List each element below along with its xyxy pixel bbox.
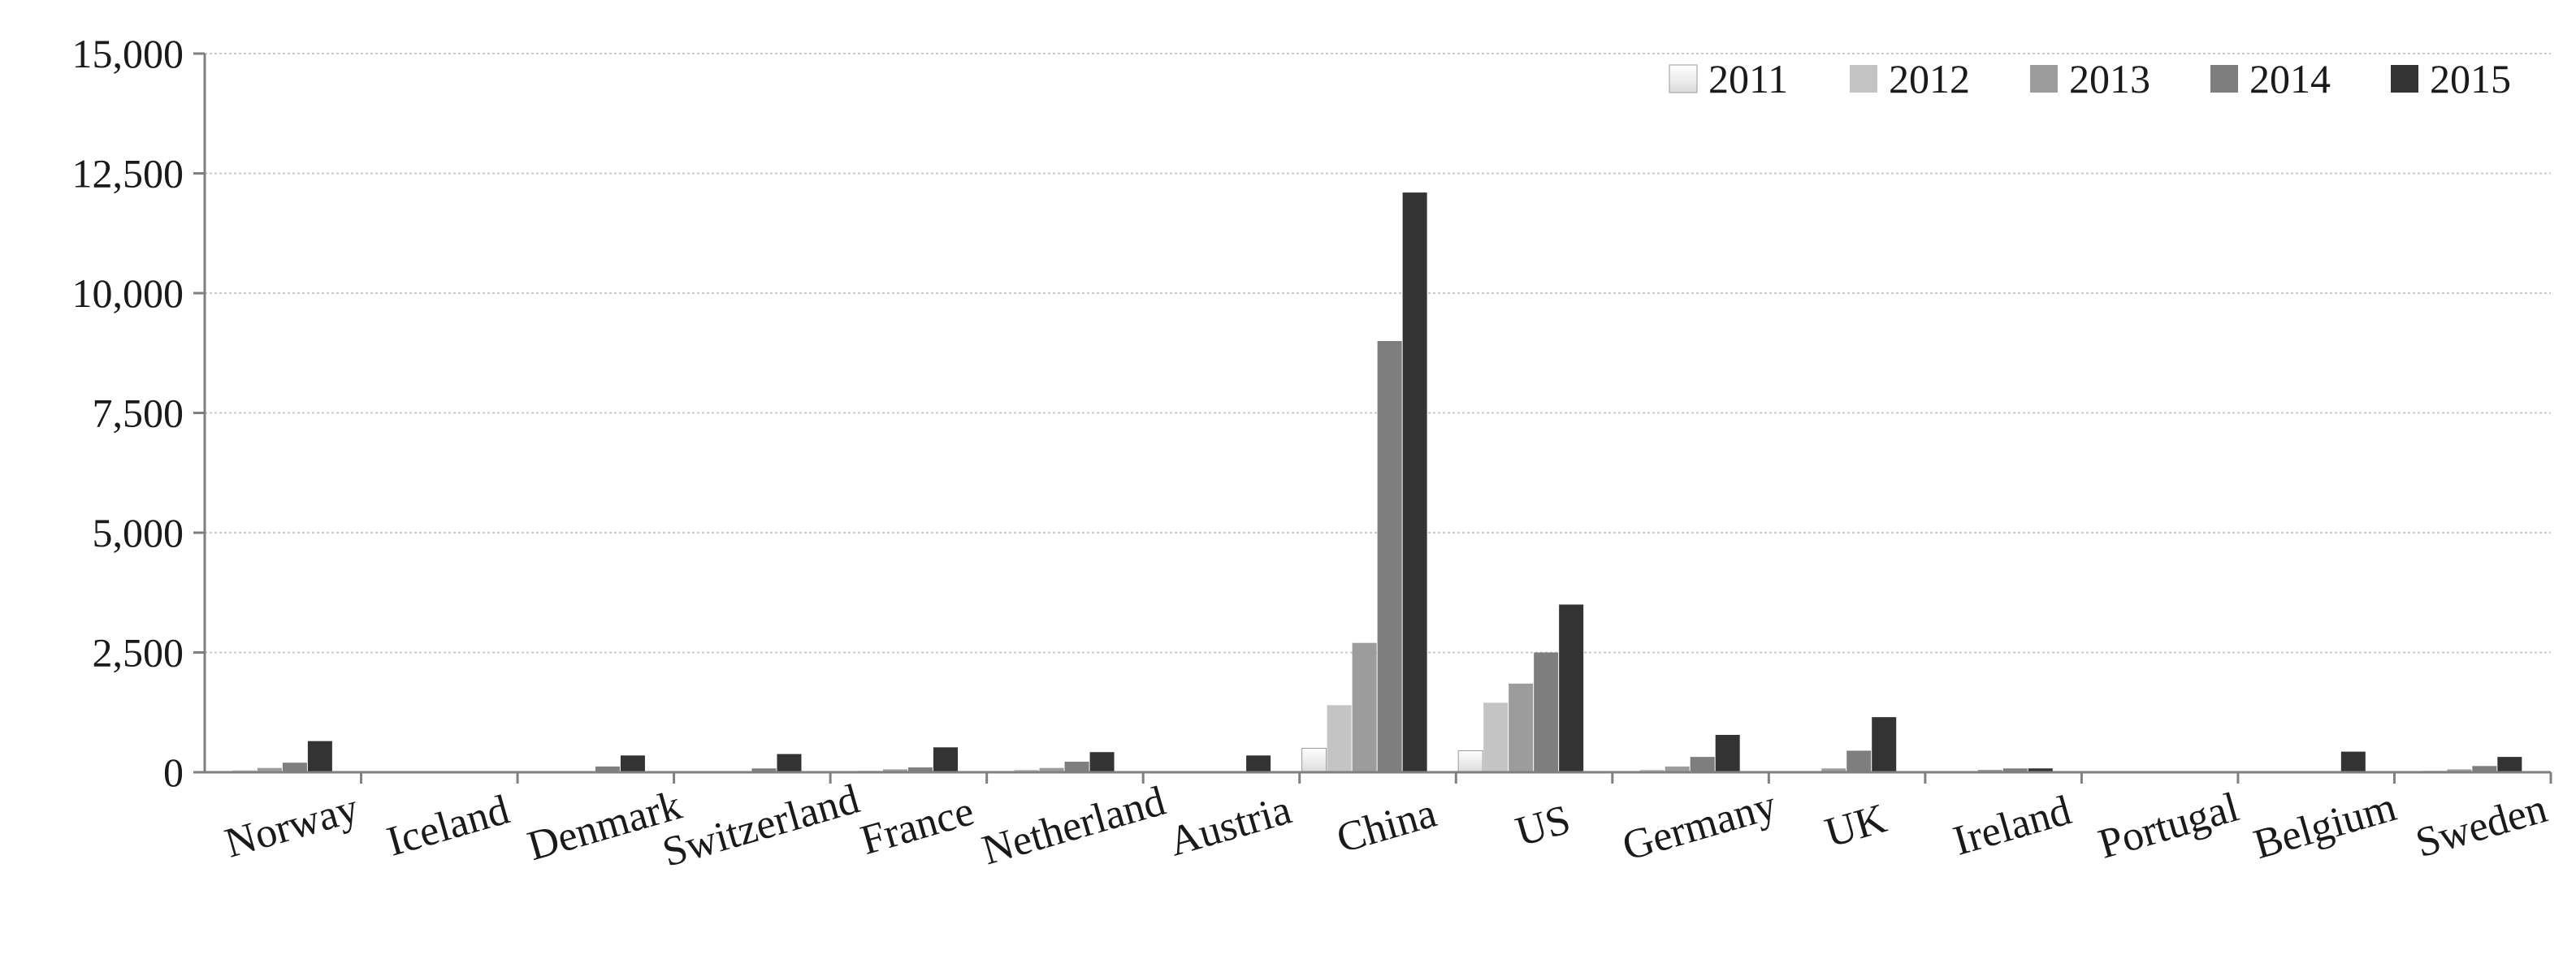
legend-swatch-2011 [1669,64,1698,93]
y-tick-label: 10,000 [72,270,184,316]
x-tick-label: US [1511,797,1576,856]
x-tick-label: Netherland [977,778,1171,874]
legend-swatch-2015 [2391,65,2418,93]
bar-netherland-2013 [1039,767,1064,772]
legend-swatch-2012 [1850,65,1877,93]
x-tick-label: Ireland [1948,787,2076,864]
bar-denmark-2014 [595,766,620,772]
bar-switzerland-2014 [751,768,777,772]
x-tick-label: Austria [1164,787,1297,866]
y-tick-label: 12,500 [72,151,184,197]
bar-china-2015 [1402,192,1427,773]
y-tick-label: 0 [163,750,184,795]
bar-sweden-2015 [2497,757,2522,772]
bar-us-2015 [1559,604,1584,772]
y-tick-label: 5,000 [93,510,184,555]
bar-us-2012 [1483,702,1509,772]
bar-france-2014 [908,767,933,772]
bar-uk-2013 [1821,768,1846,772]
x-tick-label: Iceland [382,787,514,866]
bar-austria-2015 [1246,755,1271,772]
bar-denmark-2015 [620,755,645,772]
bar-ireland-2015 [2028,768,2053,772]
bar-germany-2015 [1715,734,1740,772]
bar-france-2013 [883,769,908,772]
bar-us-2013 [1509,683,1534,772]
x-tick-label: Sweden [2411,785,2552,866]
legend-label-2011: 2011 [1708,56,1788,102]
bar-netherland-2014 [1064,762,1089,772]
x-tick-label: Denmark [522,782,686,870]
x-tick-label: Switzerland [657,776,864,876]
bar-china-2012 [1327,705,1352,772]
bar-us-2011 [1457,750,1483,773]
legend: 2011 2012 2013 2014 2015 [1669,56,2511,102]
bar-germany-2013 [1665,766,1690,772]
bar-us-2014 [1534,652,1559,772]
x-tick-label: UK [1820,795,1891,857]
y-tick-label: 15,000 [72,31,184,76]
bar-china-2014 [1377,341,1402,772]
x-tick-label: Norway [220,785,364,867]
axes [193,52,2552,784]
x-axis-ticks: Norway Iceland DenmarkSwitzerlandFranceNet… [220,776,2552,876]
x-tick-label: Germany [1617,782,1782,870]
bars [232,192,2522,773]
legend-swatch-2013 [2030,65,2058,93]
legend-label-2015: 2015 [2430,56,2511,102]
y-axis-ticks: 0 2,500 5,000 7,500 10,000 12,500 15,000 [72,31,184,795]
bar-germany-2014 [1690,757,1715,772]
legend-swatch-2014 [2210,65,2238,93]
legend-label-2013: 2013 [2069,56,2150,102]
bar-norway-2014 [282,762,307,772]
bar-netherland-2015 [1089,752,1115,772]
legend-label-2014: 2014 [2249,56,2331,102]
bar-uk-2014 [1846,750,1872,772]
x-tick-label: Portugal [2093,784,2244,867]
legend-label-2012: 2012 [1889,56,1970,102]
bar-norway-2015 [307,741,332,772]
bar-france-2015 [933,747,959,772]
bar-china-2013 [1352,642,1377,772]
grid-lines [205,53,2551,654]
y-tick-label: 2,500 [93,630,184,676]
x-tick-label: China [1331,790,1441,862]
x-tick-label: Belgium [2249,784,2401,868]
bar-norway-2013 [257,767,282,772]
bar-belgium-2015 [2340,751,2366,772]
bar-switzerland-2015 [777,754,802,772]
bar-ireland-2014 [2002,768,2028,772]
x-tick-label: France [855,788,979,864]
bar-sweden-2013 [2447,769,2472,772]
bar-china-2011 [1301,748,1327,773]
bar-sweden-2014 [2472,766,2497,772]
y-tick-label: 7,500 [93,391,184,436]
bar-uk-2015 [1872,717,1897,772]
